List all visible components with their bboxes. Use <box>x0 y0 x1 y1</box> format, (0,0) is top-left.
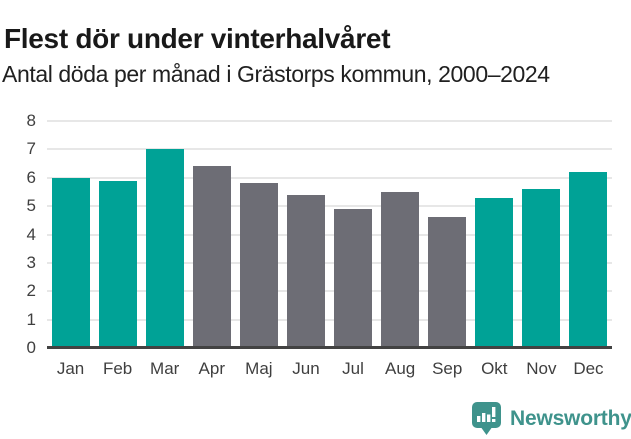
bar-nov <box>522 189 561 348</box>
x-tick-label-okt: Okt <box>481 359 508 378</box>
chart-title: Flest dör under vinterhalvåret <box>4 22 391 54</box>
y-tick-label-3: 3 <box>26 252 36 272</box>
bar-okt <box>475 197 514 348</box>
y-tick-label-2: 2 <box>26 281 36 301</box>
gridline-7 <box>47 148 612 151</box>
bar-feb <box>98 180 137 348</box>
x-tick-label-mar: Mar <box>150 359 180 378</box>
newsworthy-logo[interactable]: Newsworthy <box>472 402 631 436</box>
x-tick-label-feb: Feb <box>102 359 133 378</box>
bar-jun <box>286 194 325 348</box>
bar-jan <box>51 177 90 348</box>
bar-maj <box>239 183 278 348</box>
gridline-6 <box>47 176 612 179</box>
x-tick-label-jul: Jul <box>342 359 364 378</box>
y-tick-label-1: 1 <box>26 309 36 329</box>
gridline-8 <box>47 120 612 122</box>
y-tick-label-7: 7 <box>26 139 36 159</box>
gridline-2 <box>47 290 612 293</box>
x-tick-label-apr: Apr <box>198 359 226 378</box>
y-tick-label-8: 8 <box>26 111 36 130</box>
x-tick-label-sep: Sep <box>432 359 463 378</box>
x-tick-label-maj: Maj <box>245 359 273 378</box>
bar-jul <box>334 208 373 348</box>
x-tick-label-aug: Aug <box>384 359 416 378</box>
bar-aug <box>381 191 420 348</box>
chart-subtitle: Antal döda per månad i Grästorps kommun,… <box>2 61 550 87</box>
gridline-4 <box>47 233 612 236</box>
bar-sep <box>428 217 467 348</box>
gridline-5 <box>47 205 612 208</box>
bar-chart-plot-area <box>47 120 612 349</box>
x-tick-label-dec: Dec <box>573 359 604 378</box>
newsworthy-badge-icon <box>472 402 501 436</box>
y-tick-label-5: 5 <box>26 196 36 216</box>
x-tick-label-nov: Nov <box>526 359 557 378</box>
y-tick-label-0: 0 <box>26 338 36 357</box>
gridline-3 <box>47 261 612 264</box>
y-tick-label-4: 4 <box>26 224 36 244</box>
bar-dec <box>569 172 608 348</box>
x-tick-label-jan: Jan <box>56 359 85 378</box>
x-axis-line <box>47 346 612 349</box>
gridline-1 <box>47 318 612 321</box>
y-tick-label-6: 6 <box>26 167 36 187</box>
x-tick-label-jun: Jun <box>292 359 320 378</box>
bar-mar <box>145 149 184 348</box>
newsworthy-brand-label: Newsworthy <box>510 407 631 430</box>
bar-apr <box>192 166 231 348</box>
